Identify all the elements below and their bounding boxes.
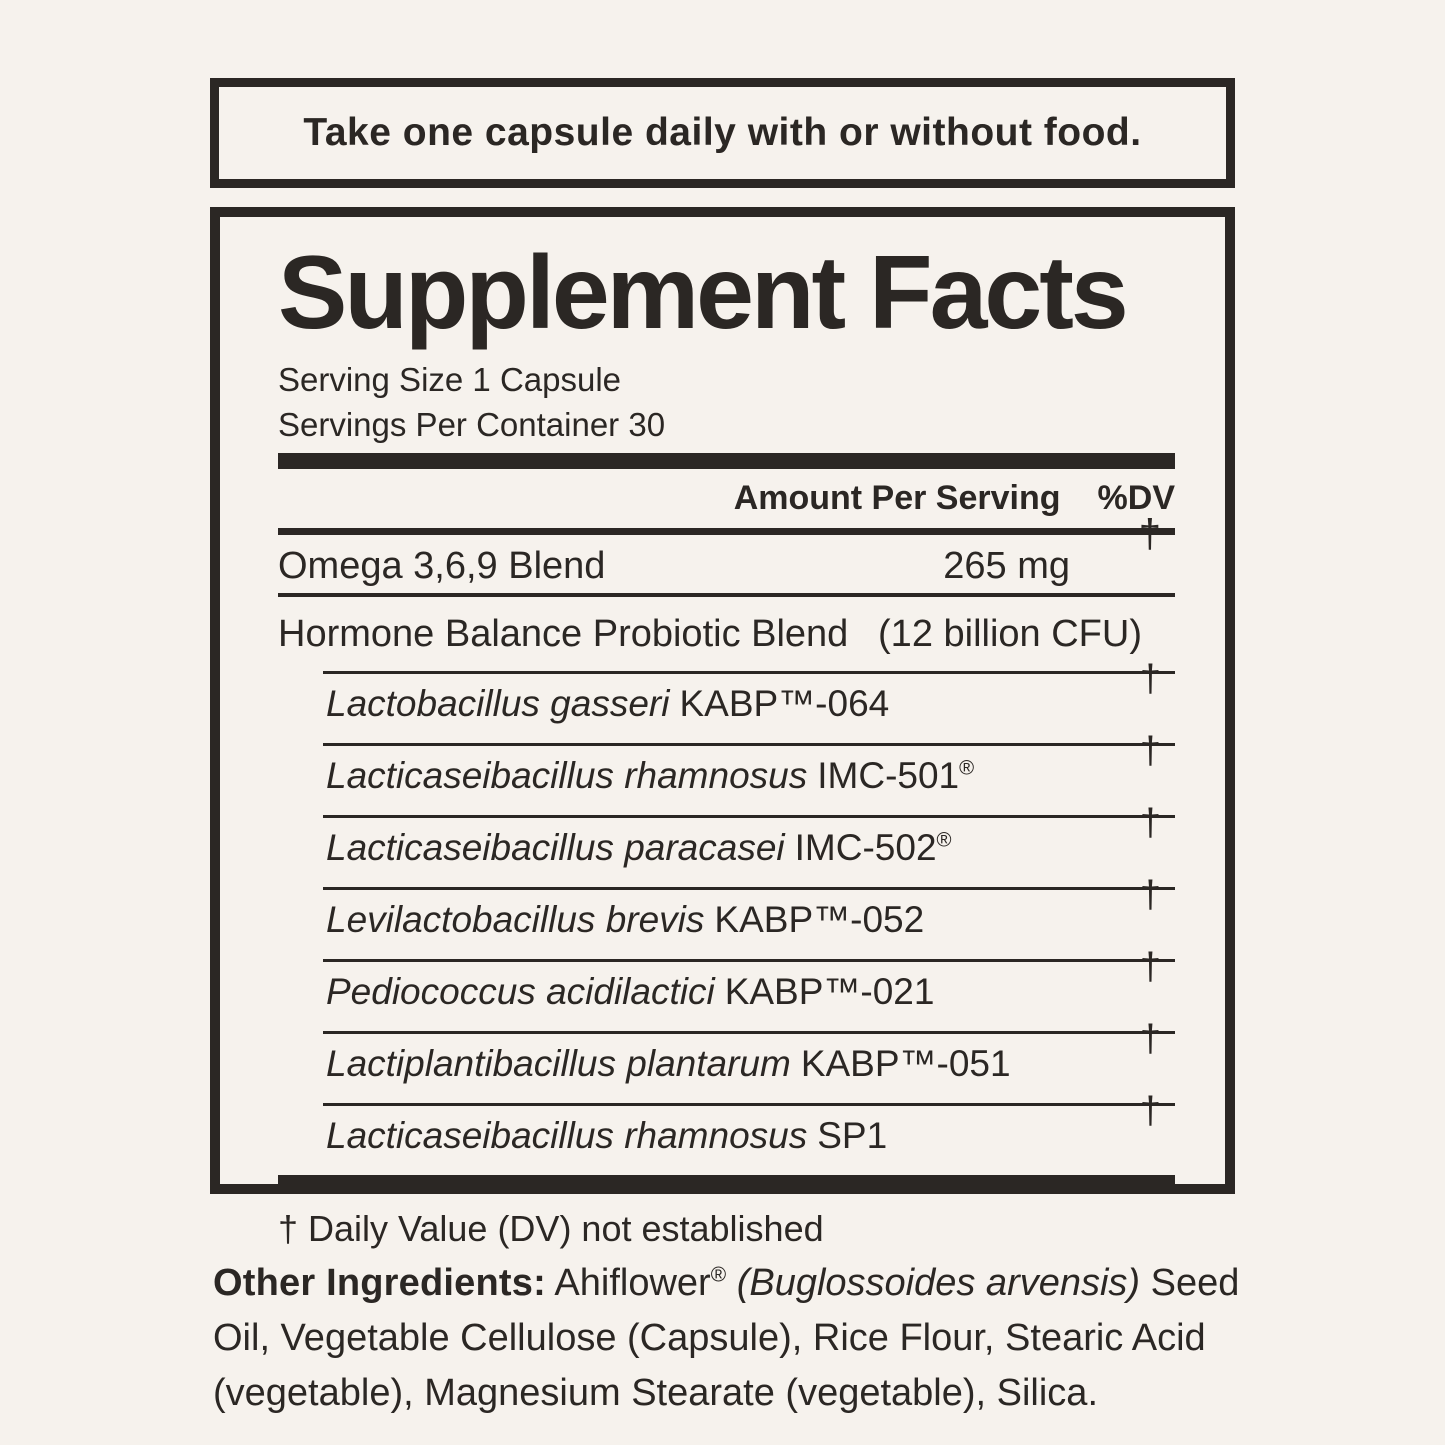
thick-divider-bottom [278,1175,1175,1192]
dv-dagger: † [1139,874,1161,916]
ingredient-amount: (12 billion CFU) [878,613,1142,655]
other-ingredients-label: Other Ingredients: [213,1262,546,1304]
dv-dagger: † [1139,730,1161,772]
column-header-row: Amount Per Serving %DV [278,469,1175,528]
other-ingredients-lead: Ahiflower [545,1262,711,1304]
strain-species: Pediococcus acidilactici [326,971,715,1012]
dv-dagger: † [1139,802,1161,844]
other-ingredients: Other Ingredients: Ahiflower® (Buglossoi… [213,1256,1248,1421]
strain-species: Lactiplantibacillus plantarum [326,1043,791,1084]
table-row-strain: Lacticaseibacillus paracasei IMC-502® † [323,803,1175,887]
thick-divider-top [278,453,1175,469]
strain-code: KABP™-021 [724,971,935,1012]
ingredient-amount: 265 mg [943,545,1070,587]
spacer [726,1262,737,1304]
dv-footnote: † Daily Value (DV) not established [278,1208,824,1249]
table-row-strain: Lactiplantibacillus plantarum KABP™-051 † [323,1019,1175,1103]
panel-title: Supplement Facts [278,235,1129,351]
strain-code: KABP™-051 [800,1043,1011,1084]
percent-dv-header: %DV [1097,479,1175,517]
table-row-omega-blend: Omega 3,6,9 Blend 265 mg † [278,514,1175,593]
dv-dagger: † [1139,1018,1161,1060]
table-row-strain: Pediococcus acidilactici KABP™-021 † [323,947,1175,1031]
dv-dagger: † [1138,512,1161,556]
strain-species: Lacticaseibacillus paracasei [326,827,785,868]
strain-mark: ® [959,757,975,780]
table-row-strain: Lacticaseibacillus rhamnosus IMC-501® † [323,731,1175,815]
directions-box: Take one capsule daily with or without f… [210,78,1235,188]
serving-size: Serving Size 1 Capsule [278,361,622,398]
strain-code: IMC-501 [817,755,960,796]
table-row-strain: Lacticaseibacillus rhamnosus SP1 † [323,1091,1175,1175]
strain-species: Lacticaseibacillus rhamnosus [326,1115,808,1156]
strain-code: IMC-502 [794,827,937,868]
strain-mark: ® [936,829,952,852]
strain-code: KABP™-064 [679,683,890,724]
serving-info: Serving Size 1 Capsule Servings Per Cont… [278,357,1175,447]
table-row-probiotic-blend: Hormone Balance Probiotic Blend (12 bill… [278,593,1175,671]
ingredient-name: Omega 3,6,9 Blend [278,545,606,587]
dv-dagger: † [1139,1090,1161,1132]
strain-code: KABP™-052 [714,899,925,940]
ingredient-name: Hormone Balance Probiotic Blend [278,613,849,655]
supplement-facts-panel: Supplement Facts Serving Size 1 Capsule … [210,207,1235,1249]
strain-code: SP1 [817,1115,888,1156]
table-row-strain: Levilactobacillus brevis KABP™-052 † [323,875,1175,959]
dv-dagger: † [1139,658,1161,700]
strain-species: Levilactobacillus brevis [326,899,705,940]
botanical-name: (Buglossoides arvensis) [736,1262,1141,1304]
strain-species: Lacticaseibacillus rhamnosus [326,755,808,796]
dv-dagger: † [1139,946,1161,988]
other-ingredients-rest: Seed Oil, Vegetable Cellulose (Capsule),… [213,1262,1240,1414]
registered-mark: ® [710,1263,727,1287]
directions-text: Take one capsule daily with or without f… [303,111,1142,154]
table-row-strain: Lactobacillus gasseri KABP™-064 † [323,659,1175,743]
amount-per-serving-header: Amount Per Serving [733,479,1061,517]
servings-per-container: Servings Per Container 30 [278,406,666,443]
strain-species: Lactobacillus gasseri [326,683,670,724]
